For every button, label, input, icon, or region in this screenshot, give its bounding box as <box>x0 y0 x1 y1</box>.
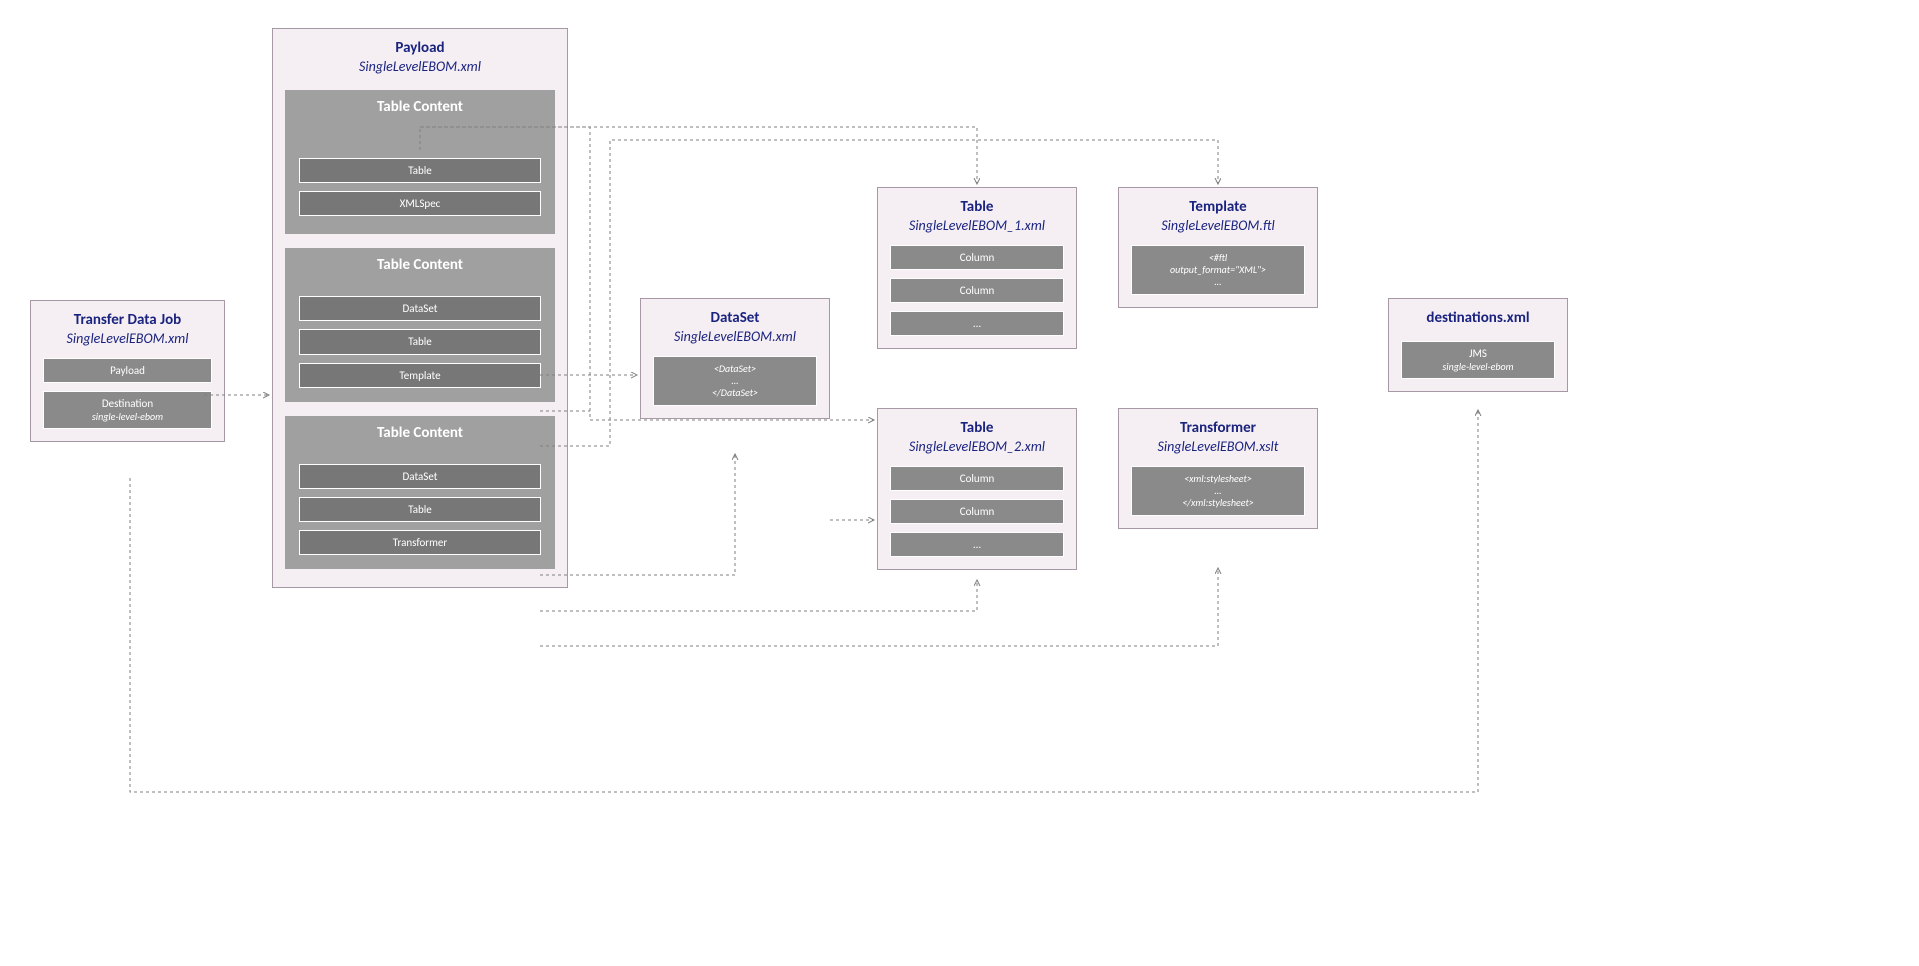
table2-more: … <box>890 532 1064 557</box>
tc3-item-dataset: DataSet <box>299 464 541 489</box>
table2-subtitle: SingleLevelEBOM_2.xml <box>890 439 1064 456</box>
table-content-3: Table Content DataSet Table Transformer <box>285 416 555 570</box>
destinations-box: destinations.xml JMS single-level-ebom <box>1388 298 1568 392</box>
template-box: Template SingleLevelEBOM.ftl <#ftl outpu… <box>1118 187 1318 308</box>
tc2-title: Table Content <box>299 256 541 274</box>
table1-box: Table SingleLevelEBOM_1.xml Column Colum… <box>877 187 1077 349</box>
payload-box: Payload SingleLevelEBOM.xml Table Conten… <box>272 28 568 588</box>
transformer-title: Transformer <box>1131 419 1305 437</box>
destinations-jms-label: JMS <box>1469 347 1487 360</box>
dataset-code: <DataSet> … </DataSet> <box>653 356 817 406</box>
transformer-code: <xml:stylesheet> … </xml:stylesheet> <box>1131 466 1305 516</box>
transfer-payload-chip: Payload <box>43 358 212 383</box>
transfer-subtitle: SingleLevelEBOM.xml <box>43 331 212 348</box>
transformer-subtitle: SingleLevelEBOM.xslt <box>1131 439 1305 456</box>
tc1-title: Table Content <box>299 98 541 116</box>
payload-title: Payload <box>285 39 555 57</box>
transfer-destination-value: single-level-ebom <box>50 411 205 423</box>
table1-title: Table <box>890 198 1064 216</box>
tc1-item-table: Table <box>299 158 541 183</box>
tc2-item-table: Table <box>299 329 541 354</box>
transfer-data-job-box: Transfer Data Job SingleLevelEBOM.xml Pa… <box>30 300 225 442</box>
transfer-title: Transfer Data Job <box>43 311 212 329</box>
table-content-2: Table Content DataSet Table Template <box>285 248 555 402</box>
table-content-1: Table Content Table XMLSpec <box>285 90 555 234</box>
tc3-item-transformer: Transformer <box>299 530 541 555</box>
table1-subtitle: SingleLevelEBOM_1.xml <box>890 218 1064 235</box>
template-title: Template <box>1131 198 1305 216</box>
destinations-jms-value: single-level-ebom <box>1408 361 1548 373</box>
dataset-subtitle: SingleLevelEBOM.xml <box>653 329 817 346</box>
table2-col2: Column <box>890 499 1064 524</box>
table1-col2: Column <box>890 278 1064 303</box>
transformer-box: Transformer SingleLevelEBOM.xslt <xml:st… <box>1118 408 1318 529</box>
tc3-title: Table Content <box>299 424 541 442</box>
destinations-title: destinations.xml <box>1401 309 1555 327</box>
transfer-destination-label: Destination <box>102 397 153 410</box>
table2-box: Table SingleLevelEBOM_2.xml Column Colum… <box>877 408 1077 570</box>
destinations-jms-chip: JMS single-level-ebom <box>1401 341 1555 379</box>
dataset-box: DataSet SingleLevelEBOM.xml <DataSet> … … <box>640 298 830 419</box>
table2-title: Table <box>890 419 1064 437</box>
template-code: <#ftl output_format="XML"> … <box>1131 245 1305 295</box>
table1-col1: Column <box>890 245 1064 270</box>
tc1-item-xmlspec: XMLSpec <box>299 191 541 216</box>
dataset-title: DataSet <box>653 309 817 327</box>
table2-col1: Column <box>890 466 1064 491</box>
tc3-item-table: Table <box>299 497 541 522</box>
payload-subtitle: SingleLevelEBOM.xml <box>285 59 555 76</box>
tc2-item-dataset: DataSet <box>299 296 541 321</box>
template-subtitle: SingleLevelEBOM.ftl <box>1131 218 1305 235</box>
tc2-item-template: Template <box>299 363 541 388</box>
transfer-destination-chip: Destination single-level-ebom <box>43 391 212 429</box>
table1-more: … <box>890 311 1064 336</box>
